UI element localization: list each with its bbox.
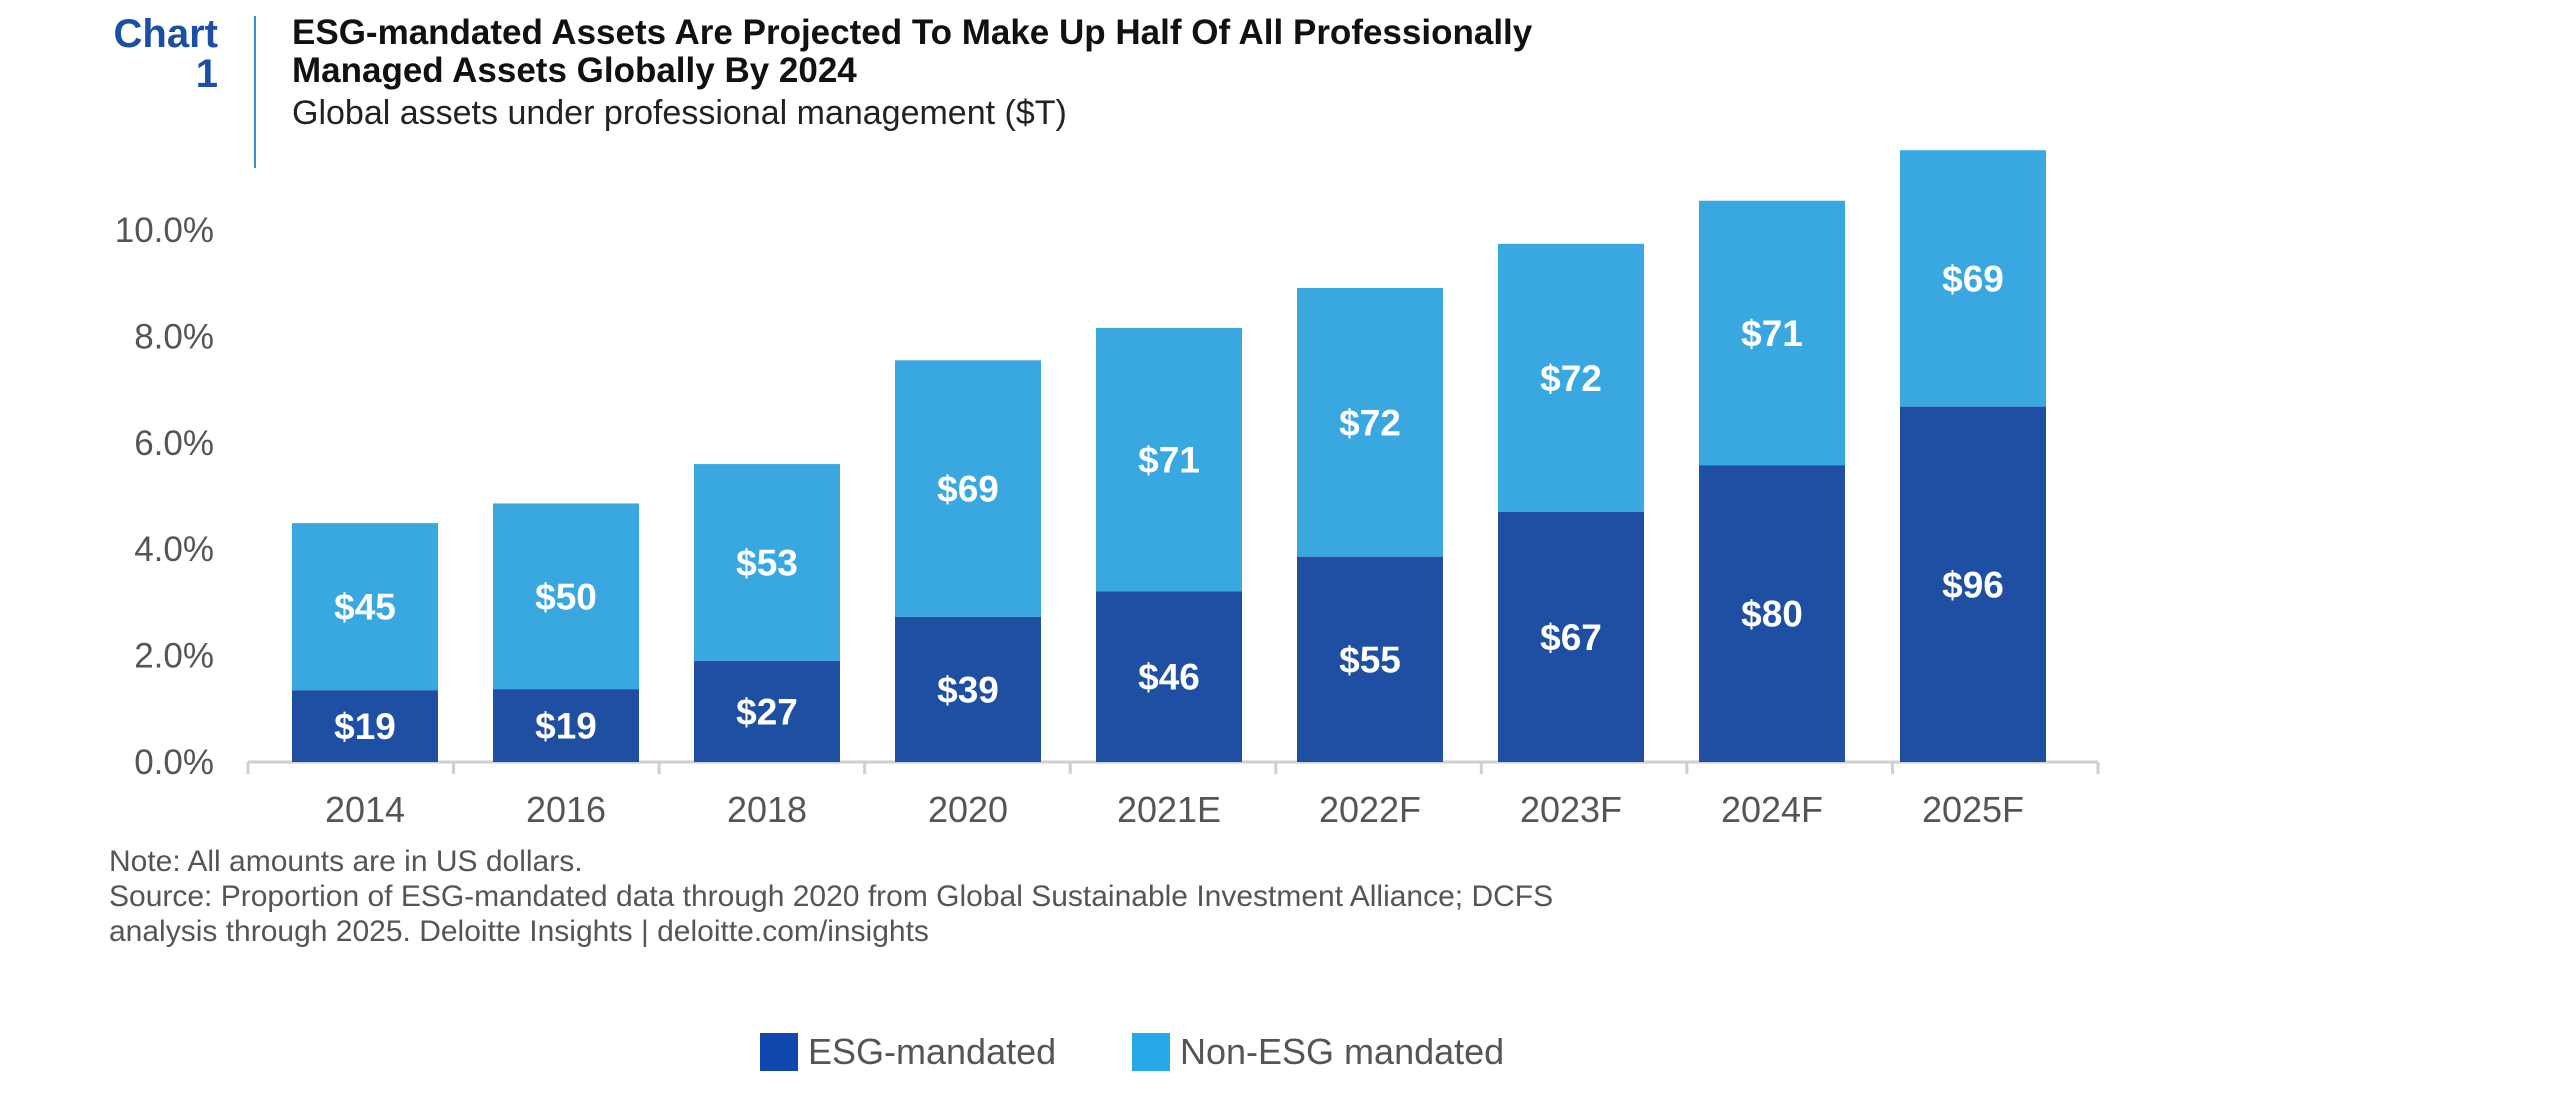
chart-title-line1: ESG-mandated Assets Are Projected To Mak… — [292, 13, 1533, 52]
data-label-esg: $46 — [1138, 657, 1200, 698]
chart-title-line2: Managed Assets Globally By 2024 — [292, 51, 857, 90]
bar-segment-esg — [1297, 556, 1443, 762]
data-label-non-esg: $72 — [1540, 358, 1602, 399]
y-tick-label: 10.0% — [115, 211, 214, 250]
chart-subtitle: Global assets under professional managem… — [292, 94, 1067, 132]
bar-segment-non-esg — [1498, 243, 1644, 512]
bar-segment-non-esg — [694, 464, 840, 661]
bar-segment-esg — [1699, 465, 1845, 762]
legend-swatch-non-esg — [1132, 1033, 1170, 1071]
bar-segment-non-esg — [292, 523, 438, 691]
source-text-line1: Source: Proportion of ESG-mandated data … — [109, 880, 1554, 913]
x-tick-label: 2014 — [325, 789, 405, 830]
bar-segment-esg — [493, 689, 639, 762]
data-label-non-esg: $69 — [1942, 258, 2004, 299]
note-text: Note: All amounts are in US dollars. — [109, 845, 583, 878]
x-tick-label: 2025F — [1922, 789, 2024, 830]
bar-segment-non-esg — [1297, 287, 1443, 557]
legend-label-non-esg: Non-ESG mandated — [1180, 1031, 1505, 1072]
bar-segment-non-esg — [895, 360, 1041, 617]
bar-segment-non-esg — [1699, 200, 1845, 466]
data-label-esg: $96 — [1942, 564, 2004, 605]
data-label-esg: $39 — [937, 669, 999, 710]
legend-label-esg: ESG-mandated — [808, 1031, 1057, 1072]
chart-number-label: Chart 1 — [60, 14, 218, 94]
data-label-esg: $67 — [1540, 617, 1602, 658]
data-label-esg: $19 — [535, 706, 597, 747]
chart-notes: Note: All amounts are in US dollars. Sou… — [109, 844, 1959, 949]
bar-segment-esg — [1096, 591, 1242, 762]
header-divider — [254, 16, 256, 168]
chart-header: Chart 1 ESG-mandated Assets Are Projecte… — [0, 0, 2571, 170]
legend-item-esg: ESG-mandated — [760, 1030, 1056, 1074]
y-tick-label: 6.0% — [134, 424, 214, 463]
chart-title: ESG-mandated Assets Are Projected To Mak… — [292, 14, 1892, 90]
data-label-non-esg: $71 — [1741, 313, 1803, 354]
bar-segment-esg — [292, 690, 438, 762]
x-tick-label: 2024F — [1721, 789, 1823, 830]
data-label-esg: $27 — [736, 691, 798, 732]
data-label-non-esg: $45 — [334, 587, 396, 628]
data-label-non-esg: $72 — [1339, 402, 1401, 443]
data-label-non-esg: $69 — [937, 469, 999, 510]
chart-legend: ESG-mandated Non-ESG mandated — [0, 1030, 2571, 1074]
y-tick-label: 8.0% — [134, 317, 214, 356]
bar-segment-non-esg — [1096, 327, 1242, 592]
y-tick-label: 2.0% — [134, 637, 214, 676]
chart-label-word: Chart — [113, 12, 218, 56]
data-label-non-esg: $50 — [535, 576, 597, 617]
y-tick-label: 0.0% — [134, 743, 214, 782]
stacked-bar-chart: 0.0% 2.0% 4.0% 6.0% 8.0% 10.0% $19 $45 2014 $19 $5… — [115, 150, 2100, 830]
x-tick-label: 2016 — [526, 789, 606, 830]
x-tick-label: 2021E — [1117, 789, 1221, 830]
x-tick-label: 2018 — [727, 789, 807, 830]
data-label-esg: $19 — [334, 706, 396, 747]
chart-label-number: 1 — [195, 52, 218, 96]
x-tick-label: 2022F — [1319, 789, 1421, 830]
data-label-esg: $80 — [1741, 594, 1803, 635]
data-label-esg: $55 — [1339, 639, 1401, 680]
data-label-non-esg: $53 — [736, 543, 798, 584]
y-tick-label: 4.0% — [134, 530, 214, 569]
data-label-non-esg: $71 — [1138, 440, 1200, 481]
x-tick-label: 2023F — [1520, 789, 1622, 830]
source-text-line2: analysis through 2025. Deloitte Insights… — [109, 915, 929, 948]
bar-segment-esg — [694, 660, 840, 762]
bar-segment-non-esg — [493, 503, 639, 690]
x-tick-label: 2020 — [928, 789, 1008, 830]
legend-item-non-esg: Non-ESG mandated — [1132, 1030, 1504, 1074]
bar-segment-esg — [1498, 511, 1644, 762]
bar-segment-esg — [1900, 406, 2046, 762]
legend-swatch-esg — [760, 1033, 798, 1071]
bar-segment-esg — [895, 616, 1041, 762]
bar-segment-non-esg — [1900, 150, 2046, 407]
